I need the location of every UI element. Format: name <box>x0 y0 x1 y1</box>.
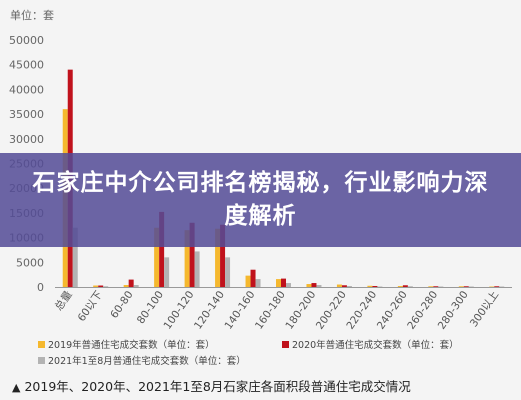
bar <box>215 228 221 287</box>
bar <box>336 284 342 287</box>
bar <box>458 286 464 287</box>
y-tick-label: 0 <box>37 281 44 294</box>
bar <box>189 222 195 287</box>
bar <box>494 286 500 287</box>
bar <box>159 211 165 287</box>
x-tick-label: 80-100 <box>135 289 166 326</box>
bar <box>98 285 104 287</box>
legend-label: 2021年1至8月普通住宅成交套数（单位：套） <box>48 355 246 367</box>
legend-label: 2020年普通住宅成交套数（单位：套） <box>292 339 459 351</box>
caption-triangle-icon: ▲ <box>12 381 21 394</box>
caption-text: 2019年、2020年、2021年1至8月石家庄各面积段普通住宅成交情况 <box>24 379 411 394</box>
legend-swatch <box>282 341 289 348</box>
bar <box>286 283 291 287</box>
x-tick-label: 60以下 <box>76 289 106 324</box>
y-tick-label: 35000 <box>9 108 44 121</box>
x-tick-label: 300以上 <box>468 289 501 330</box>
bar <box>276 279 281 287</box>
legend-swatch <box>38 341 45 348</box>
y-tick-label: 45000 <box>9 59 44 72</box>
y-tick-label: 50000 <box>9 34 44 47</box>
bar <box>407 286 413 287</box>
bar <box>154 227 160 287</box>
bar <box>245 275 251 287</box>
bar <box>402 285 408 287</box>
y-tick-label: 40000 <box>9 83 44 96</box>
bar <box>281 278 286 287</box>
bar <box>306 284 312 287</box>
y-tick-label: 30000 <box>9 133 44 146</box>
unit-label: 单位：套 <box>10 8 54 22</box>
bar <box>367 285 373 287</box>
bar <box>397 286 403 287</box>
bar <box>184 230 190 287</box>
x-tick-label: 280-300 <box>436 289 471 332</box>
bar <box>103 286 109 287</box>
chart-caption: ▲ 2019年、2020年、2021年1至8月石家庄各面积段普通住宅成交情况 <box>12 376 512 395</box>
bar <box>93 285 99 287</box>
bar <box>346 286 352 287</box>
bar <box>311 283 317 287</box>
bar <box>255 279 261 287</box>
bar <box>463 286 469 287</box>
bar <box>133 285 139 287</box>
banner-title: 石家庄中介公司排名榜揭秘，行业影响力深度解析 <box>32 170 489 229</box>
bar <box>128 279 134 287</box>
legend-swatch <box>38 357 45 364</box>
x-tick-label: 60-80 <box>108 289 135 321</box>
bar <box>433 286 439 287</box>
y-tick-label: 5000 <box>16 256 44 269</box>
bar <box>164 257 170 287</box>
bar <box>316 285 322 287</box>
x-tick-label: 总量 <box>52 288 75 313</box>
bar <box>72 227 78 287</box>
bar <box>123 285 129 287</box>
bar <box>341 285 347 287</box>
bar <box>220 224 226 287</box>
bar <box>250 269 256 287</box>
bar <box>372 286 378 287</box>
bar <box>428 286 434 287</box>
bar <box>225 257 231 287</box>
bar <box>194 251 200 287</box>
title-banner: 石家庄中介公司排名榜揭秘，行业影响力深度解析 <box>0 153 521 247</box>
legend-label: 2019年普通住宅成交套数（单位：套） <box>48 339 215 351</box>
